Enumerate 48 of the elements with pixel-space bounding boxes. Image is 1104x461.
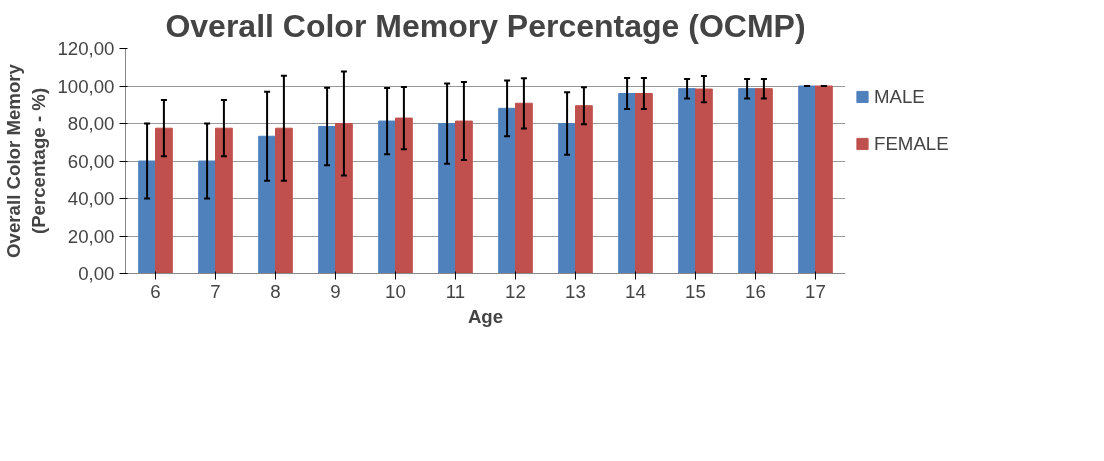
bar <box>618 93 636 274</box>
y-tick-label: 0,00 <box>78 263 115 284</box>
bar <box>798 85 816 274</box>
x-tick-label: 6 <box>150 280 161 302</box>
x-tick-label: 17 <box>805 280 826 302</box>
y-axis-title: Overall Color Memory (Percentage - %) <box>3 63 50 258</box>
bar <box>138 160 156 274</box>
x-tick-label: 12 <box>505 280 526 302</box>
bar <box>335 123 353 274</box>
x-tick-label: 9 <box>330 280 341 302</box>
bar <box>378 120 396 274</box>
chart-title: Overall Color Memory Percentage (OCMP) <box>165 7 806 44</box>
x-tick-label: 16 <box>745 280 766 302</box>
bar <box>395 117 413 274</box>
y-tick-label: 60,00 <box>67 150 115 172</box>
bar <box>318 126 336 274</box>
bar <box>755 88 773 274</box>
bar <box>258 135 276 274</box>
legend-label: MALE <box>874 85 925 108</box>
x-tick-label: 7 <box>210 280 221 302</box>
bar <box>155 127 173 274</box>
bar <box>455 120 473 274</box>
x-tick-label: 8 <box>270 280 281 302</box>
bar <box>215 127 233 274</box>
x-tick-label: 11 <box>445 280 466 302</box>
bar <box>498 107 516 274</box>
bar <box>678 88 696 274</box>
bar <box>558 123 576 274</box>
bar <box>438 123 456 274</box>
bar <box>198 160 216 274</box>
bar <box>695 88 713 274</box>
y-tick-label: 120,00 <box>57 38 115 59</box>
x-tick-label: 13 <box>565 280 586 302</box>
bar <box>575 105 593 274</box>
y-tick-label: 100,00 <box>57 75 115 97</box>
bar <box>635 93 653 274</box>
bar <box>815 85 833 274</box>
legend-label: FEMALE <box>874 132 949 155</box>
y-tick-label: 80,00 <box>67 113 115 134</box>
bar <box>738 88 756 274</box>
y-tick-label: 40,00 <box>67 188 115 209</box>
x-tick-label: 15 <box>685 280 706 302</box>
x-tick-label: 14 <box>625 280 646 302</box>
y-tick-label: 20,00 <box>67 225 115 247</box>
x-tick-label: 10 <box>385 280 406 302</box>
bar <box>275 127 293 274</box>
x-axis-title: Age <box>467 305 504 327</box>
bar <box>515 102 533 274</box>
